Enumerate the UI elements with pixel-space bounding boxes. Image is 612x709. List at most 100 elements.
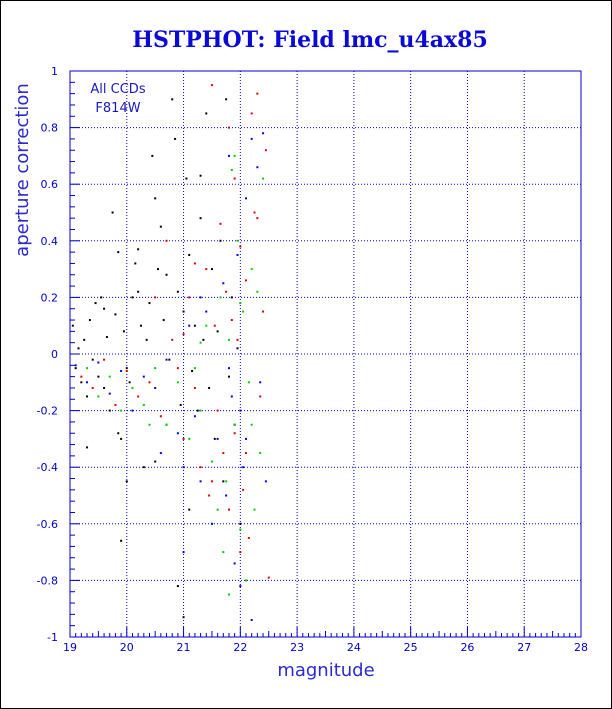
- data-point: [262, 177, 265, 180]
- data-point: [120, 409, 123, 412]
- data-point: [91, 358, 94, 361]
- data-point: [264, 480, 267, 483]
- x-tick-label: 26: [460, 641, 474, 654]
- data-point: [205, 324, 208, 327]
- data-point: [225, 290, 228, 293]
- data-point: [250, 619, 253, 622]
- x-tick-labels: 19 20 21 22 23 24 25 26 27 28: [63, 641, 588, 654]
- data-point: [120, 437, 123, 440]
- data-point: [262, 132, 265, 135]
- data-point: [100, 296, 103, 299]
- data-point: [227, 375, 230, 378]
- data-point: [225, 480, 228, 483]
- data-point: [125, 480, 128, 483]
- data-point: [148, 423, 151, 426]
- data-point: [227, 508, 230, 511]
- data-point: [242, 310, 245, 313]
- data-point: [210, 268, 213, 271]
- data-point: [230, 319, 233, 322]
- data-point: [165, 273, 168, 276]
- data-point: [239, 409, 242, 412]
- data-point: [250, 137, 253, 140]
- data-point: [188, 437, 191, 440]
- data-point: [262, 310, 265, 313]
- data-point: [86, 395, 89, 398]
- data-point: [222, 282, 225, 285]
- data-point: [165, 423, 168, 426]
- x-tick-label: 25: [404, 641, 418, 654]
- data-point: [227, 367, 230, 370]
- data-point: [117, 251, 120, 254]
- data-point: [157, 268, 160, 271]
- data-point: [174, 137, 177, 140]
- data-point: [114, 313, 117, 316]
- data-point: [239, 245, 242, 248]
- data-point: [86, 367, 89, 370]
- x-axis-label: magnitude: [277, 660, 374, 681]
- x-tick-label: 23: [290, 641, 304, 654]
- data-point: [245, 437, 248, 440]
- data-point: [196, 409, 199, 412]
- x-tick-label: 20: [120, 641, 134, 654]
- data-point: [171, 338, 174, 341]
- data-point: [182, 310, 185, 313]
- data-point: [256, 92, 259, 95]
- data-point: [239, 522, 242, 525]
- data-point: [264, 149, 267, 152]
- data-point: [125, 369, 128, 372]
- data-point: [202, 338, 205, 341]
- data-point: [239, 302, 242, 305]
- data-point: [213, 437, 216, 440]
- y-tick-label: -1: [47, 631, 58, 644]
- data-point: [86, 446, 89, 449]
- data-point: [227, 338, 230, 341]
- data-point: [233, 154, 236, 157]
- data-point: [245, 579, 248, 582]
- data-point: [151, 154, 154, 157]
- data-point: [120, 369, 123, 372]
- data-point: [154, 460, 157, 463]
- data-point: [230, 296, 233, 299]
- data-point: [131, 386, 134, 389]
- data-point: [80, 381, 83, 384]
- data-point: [233, 423, 236, 426]
- data-point: [222, 452, 225, 455]
- data-point: [77, 347, 80, 350]
- data-point: [122, 330, 125, 333]
- data-point: [120, 539, 123, 542]
- data-point: [142, 375, 145, 378]
- data-point: [148, 381, 151, 384]
- data-point: [154, 296, 157, 299]
- data-point: [176, 367, 179, 370]
- data-point: [247, 381, 250, 384]
- data-point: [256, 217, 259, 220]
- data-point: [208, 386, 211, 389]
- data-point: [242, 488, 245, 491]
- data-point: [247, 536, 250, 539]
- data-point: [97, 375, 100, 378]
- chart-title: HSTPHOT: Field lmc_u4ax85: [132, 27, 488, 53]
- data-point: [117, 432, 120, 435]
- data-point: [185, 177, 188, 180]
- data-point: [219, 296, 222, 299]
- data-point: [193, 415, 196, 418]
- axis-ticks: [69, 70, 582, 638]
- y-tick-label: 0.6: [41, 178, 59, 191]
- x-tick-label: 27: [517, 641, 531, 654]
- data-point: [213, 324, 216, 327]
- y-tick-label: -0.4: [37, 461, 58, 474]
- data-point: [239, 551, 242, 554]
- data-point: [159, 452, 162, 455]
- data-point: [216, 437, 219, 440]
- data-point: [154, 197, 157, 200]
- data-point: [227, 126, 230, 129]
- y-tick-label: 0.2: [41, 291, 59, 304]
- data-point: [128, 381, 131, 384]
- data-point: [105, 336, 108, 339]
- data-point: [236, 347, 239, 350]
- data-point: [182, 333, 185, 336]
- data-point: [137, 248, 140, 251]
- data-point: [193, 386, 196, 389]
- y-tick-labels: 1 0.8 0.6 0.4 0.2 0 -0.2 -0.4 -0.6 -0.8 -1: [37, 65, 58, 644]
- data-point: [199, 217, 202, 220]
